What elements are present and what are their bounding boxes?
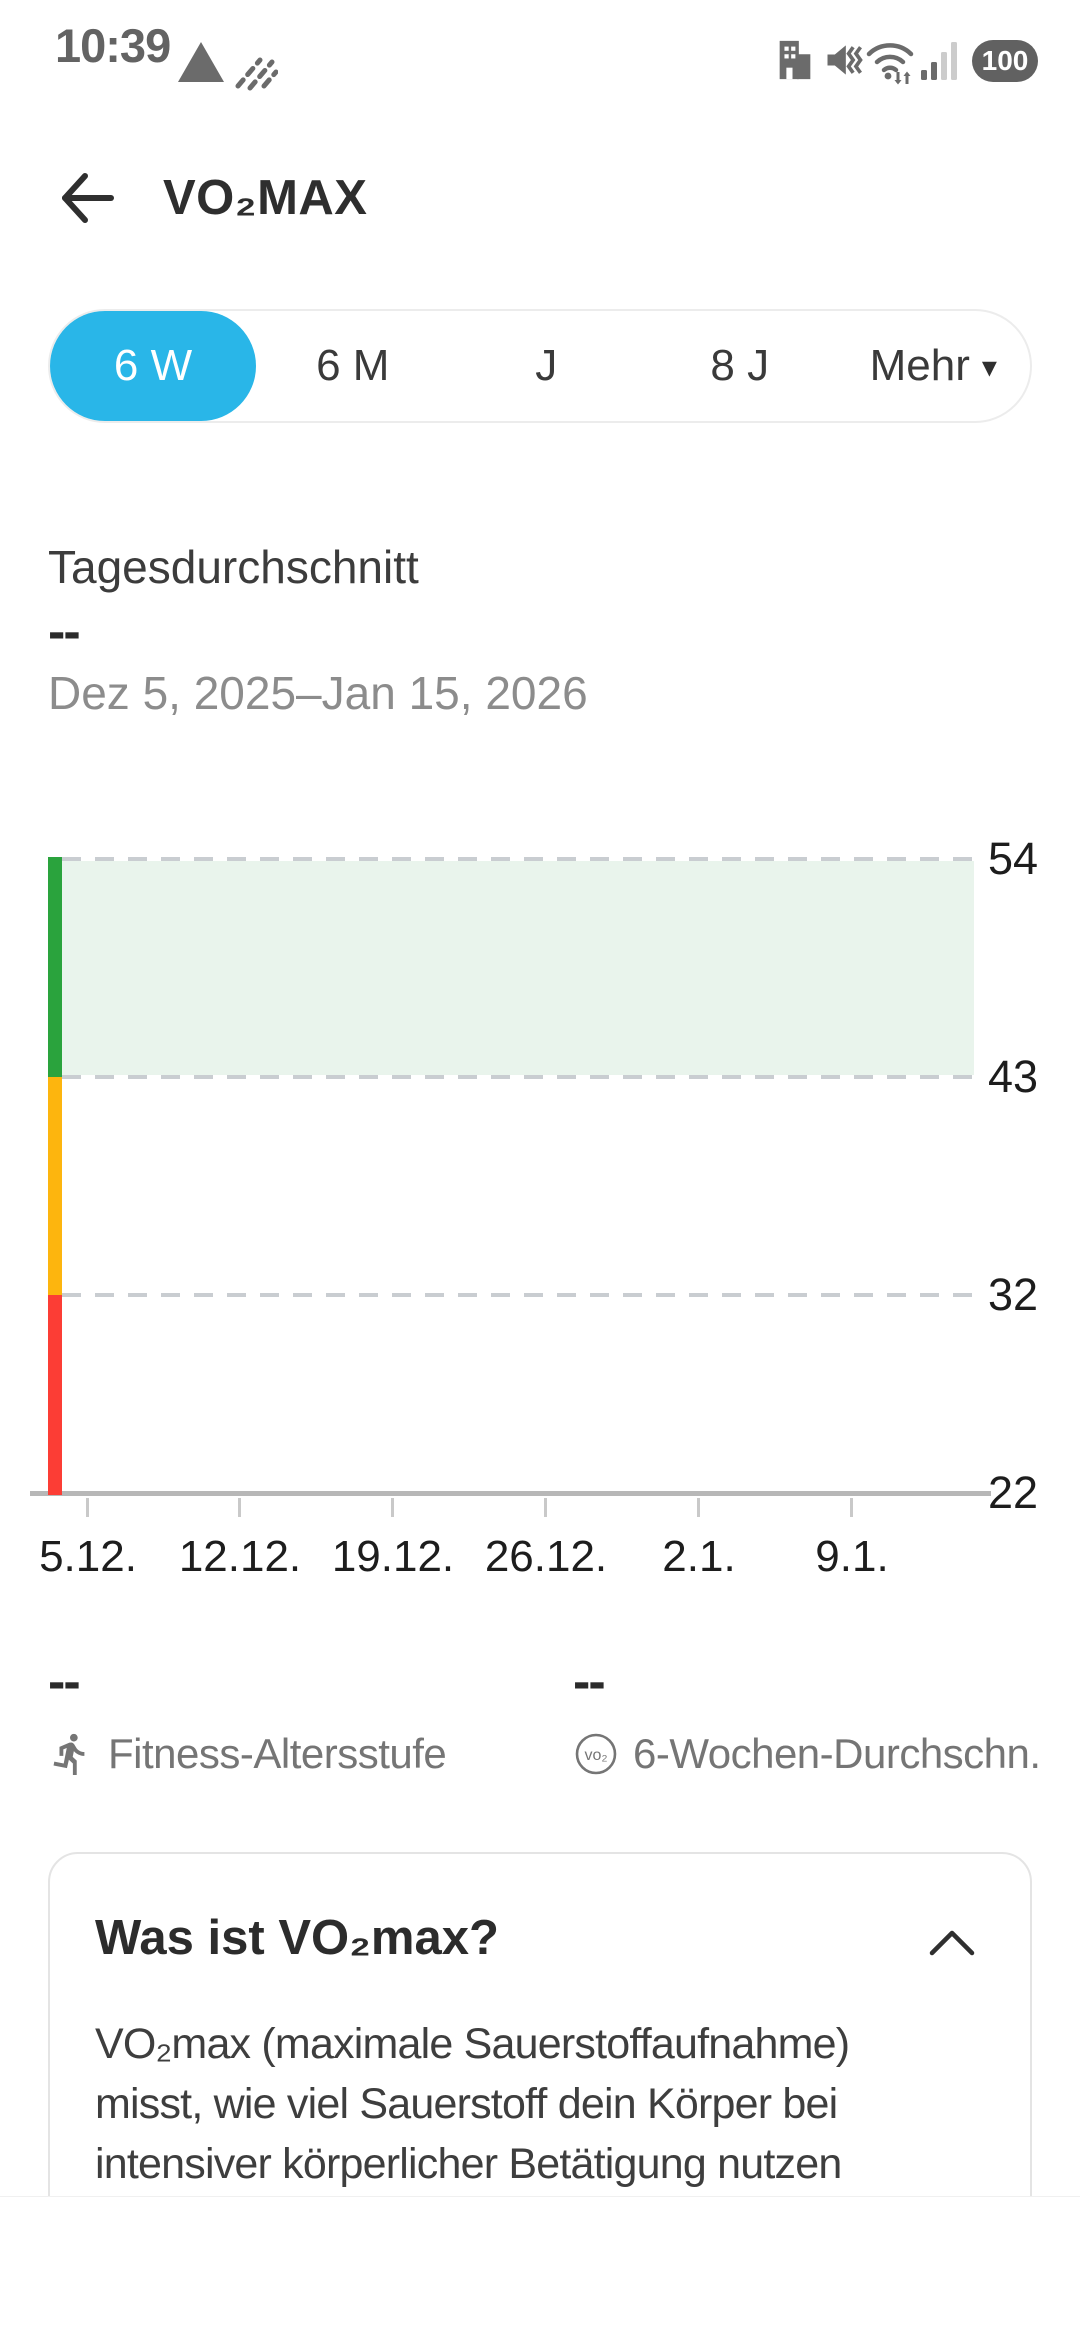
runner-icon (53, 1733, 85, 1776)
y-label-32: 32 (988, 1269, 1039, 1320)
x-tick (544, 1498, 547, 1517)
six-week-avg-value: -- (573, 1653, 606, 1711)
six-week-avg-label: 6-Wochen-Durchschn. (633, 1730, 1041, 1777)
dropdown-arrow-icon: ▾ (981, 351, 997, 384)
range-option-mehr[interactable]: Mehr ▾ (869, 341, 997, 390)
chevron-up-icon[interactable] (926, 1925, 978, 1959)
wifi-status-icon (866, 43, 914, 85)
vo2-icon: vo₂ (575, 1733, 617, 1775)
range-option-8j[interactable]: 8 J (710, 341, 770, 390)
summary-label: Tagesdurchschnitt (48, 541, 419, 593)
body-line: intensiver körperlicher Betätigung nutze… (95, 2140, 842, 2188)
time-range-selector: 6 W 6 M J 8 J Mehr ▾ (48, 309, 1032, 423)
range-option-6m[interactable]: 6 M (316, 341, 390, 390)
range-option-j[interactable]: J (535, 341, 558, 390)
status-time: 10:39 (55, 19, 171, 72)
vpn-triangle-icon (178, 42, 224, 82)
x-label-1: 5.12. (39, 1532, 137, 1581)
page-title: VO₂MAX (163, 171, 368, 225)
fitness-age-label: Fitness-Altersstufe (108, 1730, 447, 1777)
building-status-icon (779, 40, 811, 80)
x-label-4: 26.12. (484, 1532, 608, 1581)
zone-bar-medium (48, 1077, 62, 1295)
cell-signal-status-icon (921, 42, 957, 80)
body-line: VO₂max (maximale Sauerstoffaufnahme) (95, 2020, 850, 2068)
y-label-54: 54 (988, 833, 1039, 884)
summary-date-range: Dez 5, 2025–Jan 15, 2026 (48, 667, 588, 719)
x-label-3: 19.12. (331, 1532, 455, 1581)
mute-vibrate-status-icon (827, 45, 863, 75)
battery-indicator: 100 (972, 40, 1038, 82)
chart-x-axis (30, 1491, 991, 1496)
summary-value: -- (48, 603, 81, 661)
x-label-6: 9.1. (815, 1532, 889, 1581)
gridline-54 (62, 857, 985, 861)
x-tick (697, 1498, 700, 1517)
y-label-43: 43 (988, 1051, 1039, 1102)
chart-plot-area[interactable] (30, 857, 991, 1497)
x-label-5: 2.1. (662, 1532, 736, 1581)
x-label-2: 12.12. (178, 1532, 302, 1581)
fitness-age-value: -- (48, 1653, 81, 1711)
zone-bar-high (48, 857, 62, 1077)
info-card-title[interactable]: Was ist VO₂max? (95, 1911, 499, 1965)
system-navigation-bar (0, 2196, 1080, 2340)
gridline-32 (62, 1293, 985, 1297)
gridline-43 (62, 1075, 985, 1079)
body-line: misst, wie viel Sauerstoff dein Körper b… (95, 2080, 838, 2128)
chart-target-zone-band (62, 861, 974, 1075)
range-option-6w[interactable]: 6 W (50, 311, 256, 421)
hatch-status-icon (235, 57, 278, 91)
y-label-22: 22 (988, 1467, 1039, 1518)
zone-bar-low (48, 1295, 62, 1495)
x-tick (391, 1498, 394, 1517)
svg-text:vo₂: vo₂ (584, 1747, 607, 1764)
back-button[interactable] (55, 166, 119, 230)
x-tick (238, 1498, 241, 1517)
fitness-age-row: Fitness-Altersstufe (48, 1730, 447, 1778)
x-tick (850, 1498, 853, 1517)
x-tick (86, 1498, 89, 1517)
six-week-avg-row: vo₂ 6-Wochen-Durchschn. (573, 1730, 1041, 1778)
